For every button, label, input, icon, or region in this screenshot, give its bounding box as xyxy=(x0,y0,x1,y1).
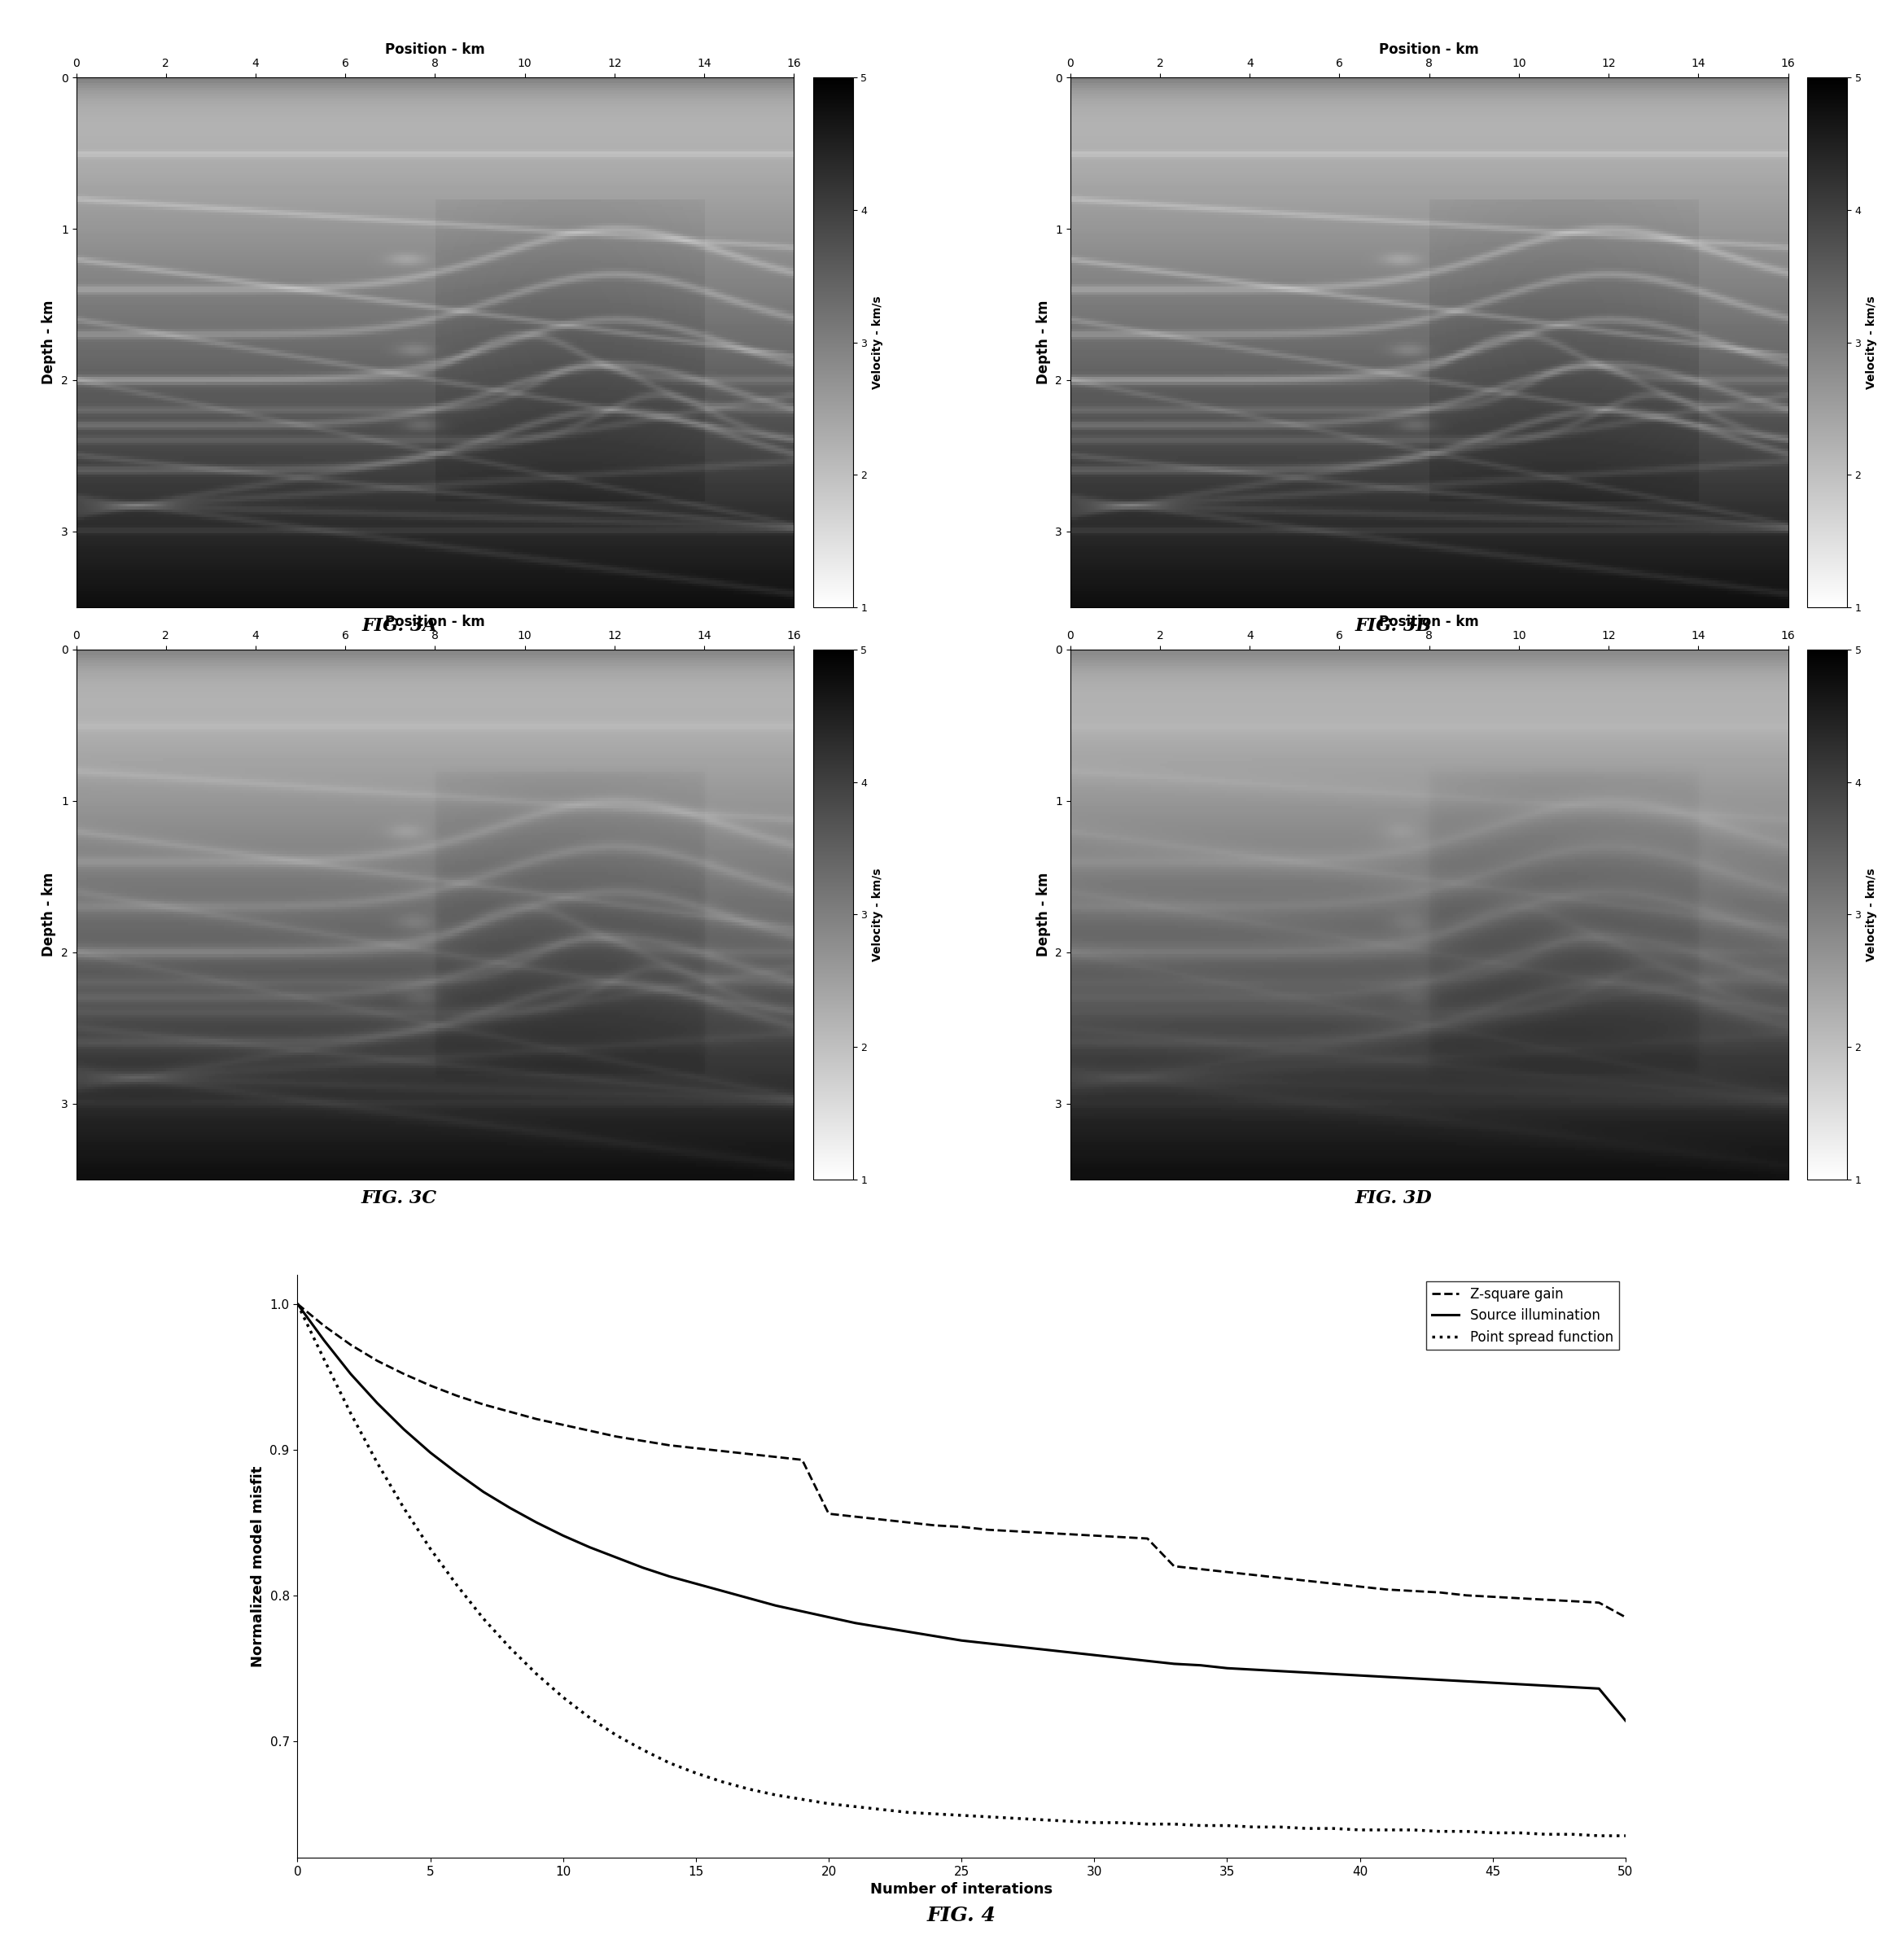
X-axis label: Position - km: Position - km xyxy=(385,43,486,56)
Y-axis label: Depth - km: Depth - km xyxy=(42,300,57,385)
Text: FIG. 3C: FIG. 3C xyxy=(362,1190,438,1207)
Point spread function xyxy=(710,1771,733,1794)
Z-square gain xyxy=(1615,1606,1637,1629)
Source illumination xyxy=(579,1536,602,1560)
Source illumination xyxy=(1163,1652,1186,1676)
Y-axis label: Depth - km: Depth - km xyxy=(1036,873,1051,956)
Point spread function xyxy=(685,1761,708,1784)
X-axis label: Position - km: Position - km xyxy=(1378,43,1479,56)
Y-axis label: Depth - km: Depth - km xyxy=(1036,300,1051,385)
Y-axis label: Depth - km: Depth - km xyxy=(42,873,57,956)
Text: FIG. 3D: FIG. 3D xyxy=(1356,1190,1432,1207)
Point spread function xyxy=(286,1293,308,1316)
Y-axis label: Velocity - km/s: Velocity - km/s xyxy=(872,296,883,389)
Line: Z-square gain: Z-square gain xyxy=(297,1304,1626,1618)
Source illumination xyxy=(1588,1678,1611,1701)
Text: FIG. 4: FIG. 4 xyxy=(927,1906,996,1925)
Source illumination xyxy=(685,1571,708,1594)
Line: Point spread function: Point spread function xyxy=(297,1304,1626,1836)
Point spread function xyxy=(1561,1823,1584,1846)
Point spread function xyxy=(1615,1825,1637,1848)
Source illumination xyxy=(286,1293,308,1316)
Text: FIG. 3A: FIG. 3A xyxy=(362,617,436,635)
Point spread function xyxy=(1241,1815,1264,1838)
Source illumination xyxy=(1615,1709,1637,1732)
Z-square gain xyxy=(685,1436,708,1459)
Z-square gain xyxy=(1588,1591,1611,1614)
Point spread function xyxy=(1163,1813,1186,1836)
Point spread function xyxy=(1588,1825,1611,1848)
Source illumination xyxy=(710,1579,733,1602)
Text: FIG. 3B: FIG. 3B xyxy=(1356,617,1432,635)
Z-square gain xyxy=(1241,1563,1264,1587)
Line: Source illumination: Source illumination xyxy=(297,1304,1626,1720)
Legend: Z-square gain, Source illumination, Point spread function: Z-square gain, Source illumination, Poin… xyxy=(1426,1281,1618,1351)
Z-square gain xyxy=(286,1293,308,1316)
X-axis label: Number of interations: Number of interations xyxy=(870,1883,1053,1896)
Point spread function xyxy=(579,1707,602,1730)
Y-axis label: Velocity - km/s: Velocity - km/s xyxy=(1866,296,1877,389)
Z-square gain xyxy=(1163,1554,1186,1577)
X-axis label: Position - km: Position - km xyxy=(385,615,486,629)
X-axis label: Position - km: Position - km xyxy=(1378,615,1479,629)
Y-axis label: Normalized model misfit: Normalized model misfit xyxy=(251,1465,265,1666)
Z-square gain xyxy=(710,1440,733,1463)
Y-axis label: Velocity - km/s: Velocity - km/s xyxy=(872,869,883,962)
Y-axis label: Velocity - km/s: Velocity - km/s xyxy=(1866,869,1877,962)
Source illumination xyxy=(1241,1658,1264,1682)
Z-square gain xyxy=(579,1418,602,1442)
